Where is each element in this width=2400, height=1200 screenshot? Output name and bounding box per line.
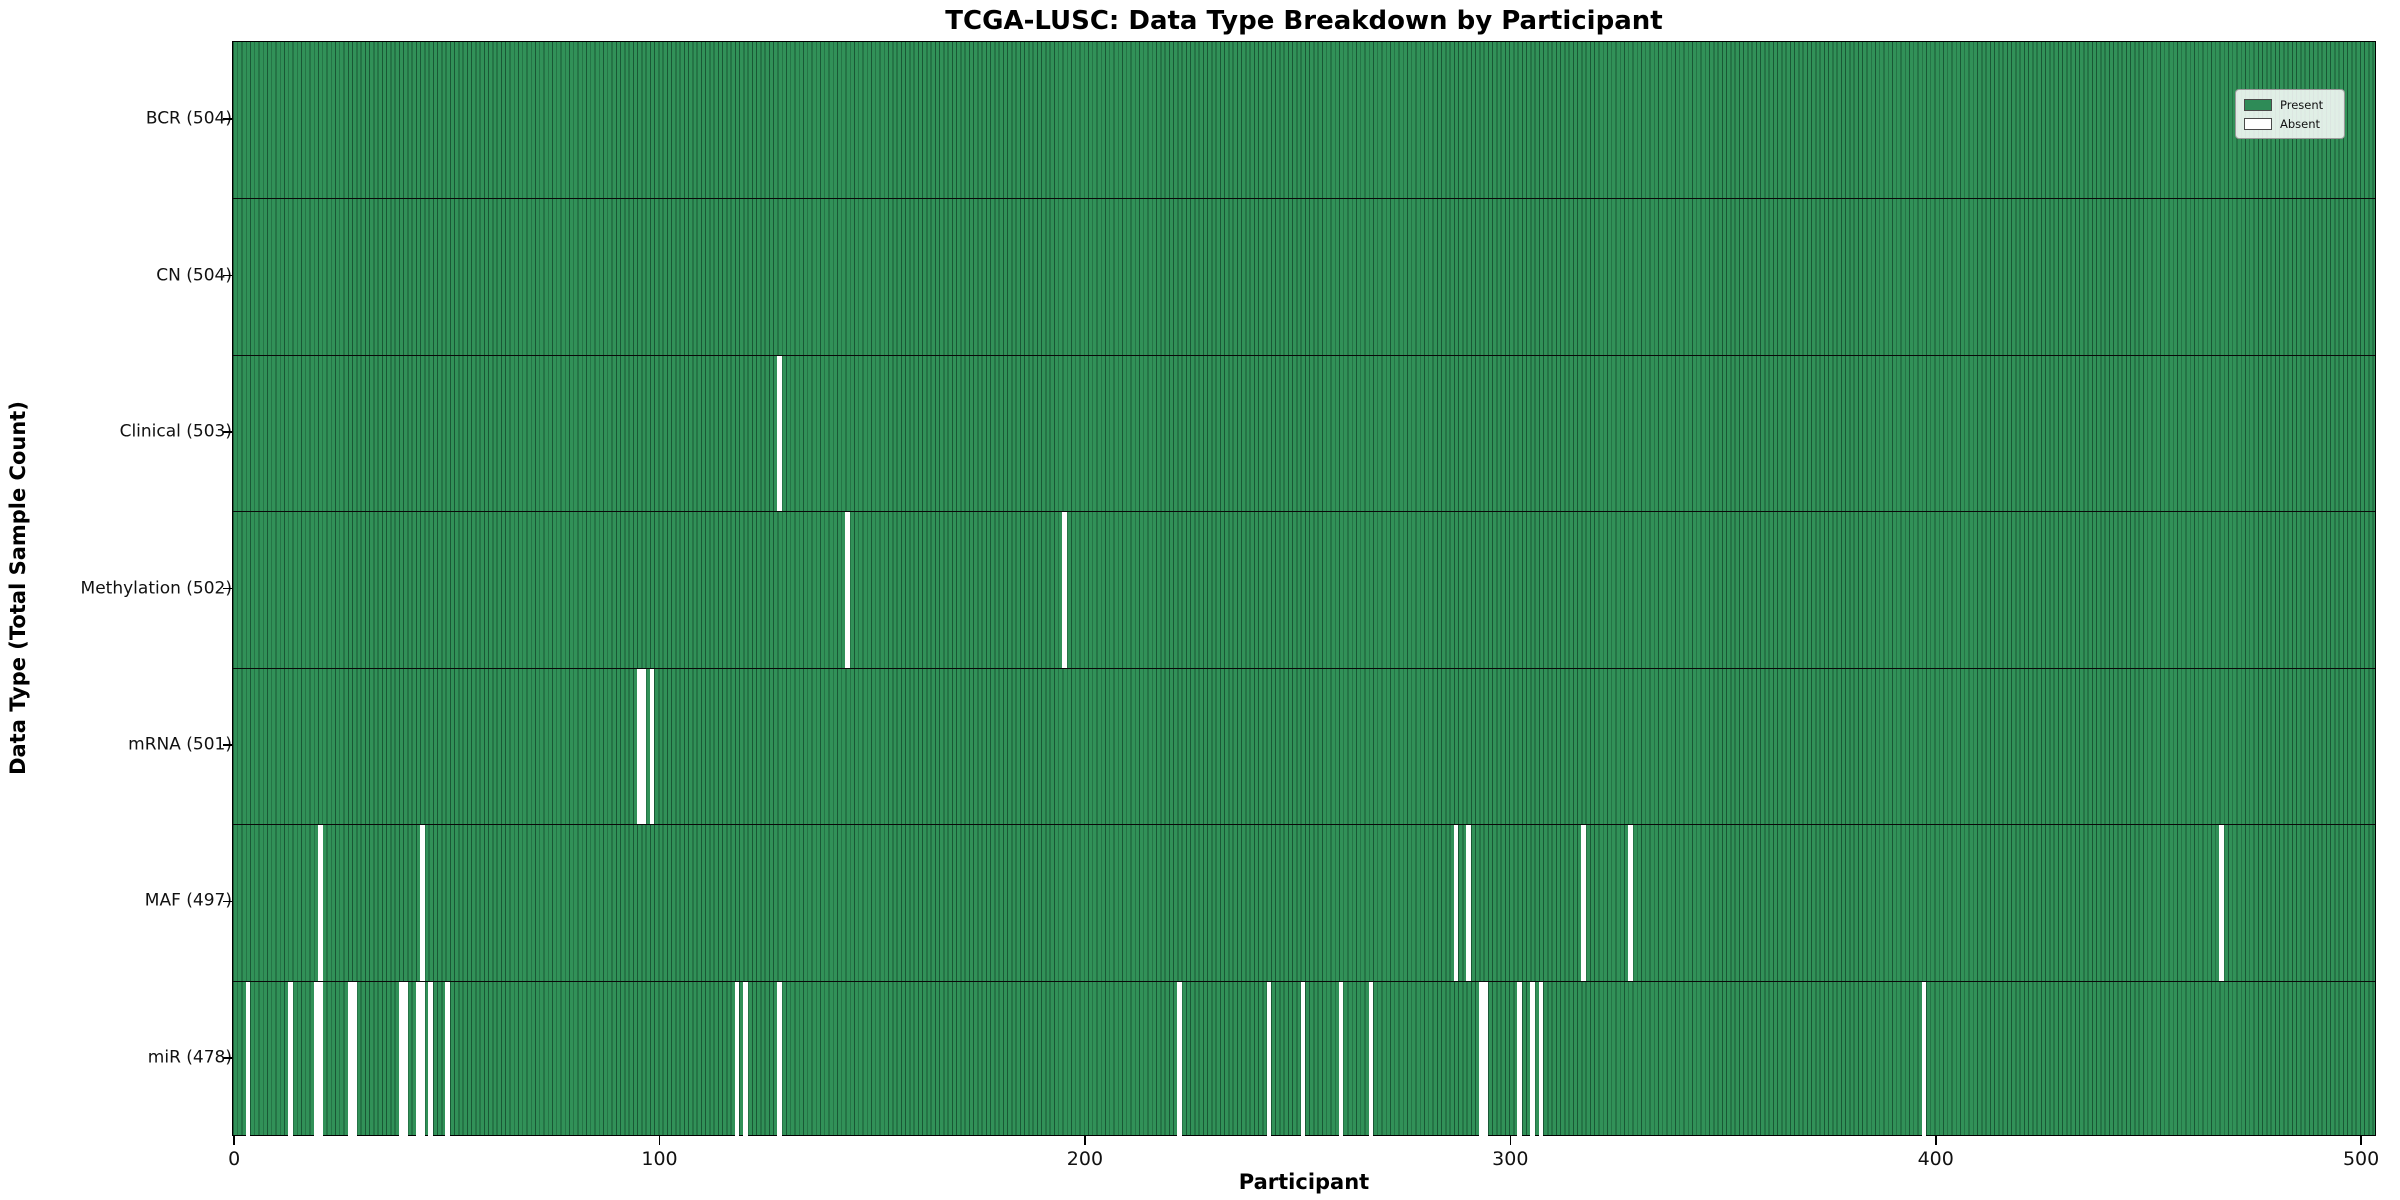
- legend-entry-present: Present: [2244, 95, 2336, 114]
- absent-mark: [419, 981, 425, 1137]
- absent-mark: [398, 981, 404, 1137]
- absent-mark: [347, 981, 353, 1137]
- x-axis-title: Participant: [1238, 1170, 1370, 1194]
- absent-mark: [1453, 825, 1459, 981]
- row-mir: [233, 980, 2375, 1137]
- absent-mark: [1483, 981, 1489, 1137]
- absent-mark: [649, 668, 655, 825]
- x-tick-label: 100: [641, 1148, 678, 1170]
- absent-mark: [1368, 981, 1374, 1137]
- row-maf: [233, 824, 2375, 981]
- absent-mark: [415, 981, 421, 1137]
- absent-mark: [288, 981, 293, 1137]
- absent-mark: [845, 512, 850, 668]
- x-tick-label: 200: [1066, 1148, 1104, 1170]
- y-tick-mark: [223, 118, 232, 120]
- absent-mark: [313, 981, 319, 1137]
- x-tick-label: 400: [1917, 1148, 1954, 1170]
- absent-mark: [317, 981, 323, 1137]
- y-tick-label: Clinical (503): [119, 421, 232, 442]
- absent-mark: [419, 825, 425, 981]
- y-tick-mark: [223, 274, 232, 277]
- row-clinical: [233, 354, 2375, 512]
- y-tick-label: Methylation (502): [80, 578, 232, 598]
- absent-mark: [743, 981, 748, 1137]
- absent-mark: [245, 981, 251, 1137]
- absent-mark: [317, 825, 323, 981]
- x-tick-label: 300: [1492, 1148, 1529, 1170]
- absent-mark: [1300, 981, 1306, 1137]
- y-tick-mark: [223, 587, 232, 590]
- y-tick-label: mRNA (501): [128, 734, 232, 755]
- legend-label: Absent: [2280, 116, 2321, 131]
- y-tick-label: miR (478): [147, 1047, 232, 1068]
- absent-mark: [351, 981, 357, 1137]
- x-tick-label: 500: [2342, 1148, 2380, 1170]
- x-tick-mark: [1509, 1136, 1512, 1145]
- absent-mark: [1628, 825, 1633, 981]
- absent-mark: [1338, 981, 1344, 1137]
- row-cn: [233, 198, 2375, 354]
- x-tick-mark: [2360, 1136, 2362, 1145]
- absent-mark: [777, 355, 782, 512]
- absent-mark: [734, 981, 740, 1137]
- absent-mark: [2219, 825, 2225, 981]
- absent-mark: [636, 668, 642, 825]
- plot-area: Present Absent: [232, 41, 2376, 1137]
- y-tick-label: CN (504): [156, 265, 232, 286]
- absent-mark: [1266, 981, 1272, 1137]
- absent-mark: [1581, 825, 1586, 981]
- absent-mark: [445, 981, 451, 1137]
- legend: Present Absent: [2235, 89, 2345, 139]
- row-methylation: [233, 511, 2375, 668]
- chart-title: TCGA-LUSC: Data Type Breakdown by Partic…: [945, 6, 1663, 36]
- absent-mark: [1062, 512, 1067, 668]
- legend-swatch-icon: [2244, 98, 2272, 111]
- y-tick-mark: [223, 744, 232, 746]
- legend-label: Present: [2280, 97, 2324, 112]
- absent-mark: [777, 981, 782, 1137]
- row-mrna: [233, 667, 2375, 825]
- absent-mark: [641, 668, 646, 825]
- absent-mark: [428, 981, 434, 1137]
- legend-swatch-icon: [2244, 117, 2272, 130]
- x-tick-label: 0: [228, 1148, 241, 1170]
- y-tick-mark: [223, 1056, 232, 1059]
- row-bcr: [233, 42, 2375, 198]
- absent-mark: [1517, 981, 1523, 1137]
- absent-mark: [1538, 981, 1544, 1137]
- absent-mark: [1177, 981, 1182, 1137]
- y-tick-label: MAF (497): [144, 890, 232, 911]
- y-tick-mark: [223, 900, 232, 903]
- absent-mark: [1479, 981, 1484, 1137]
- x-tick-mark: [658, 1136, 661, 1145]
- absent-mark: [1466, 825, 1472, 981]
- absent-mark: [1530, 981, 1535, 1137]
- x-tick-mark: [1934, 1136, 1937, 1145]
- x-tick-mark: [233, 1136, 235, 1145]
- y-tick-mark: [223, 431, 232, 433]
- legend-entry-absent: Absent: [2244, 114, 2336, 133]
- y-tick-label: BCR (504): [145, 108, 232, 129]
- absent-mark: [402, 981, 408, 1137]
- x-tick-mark: [1084, 1136, 1086, 1145]
- absent-mark: [1921, 981, 1927, 1137]
